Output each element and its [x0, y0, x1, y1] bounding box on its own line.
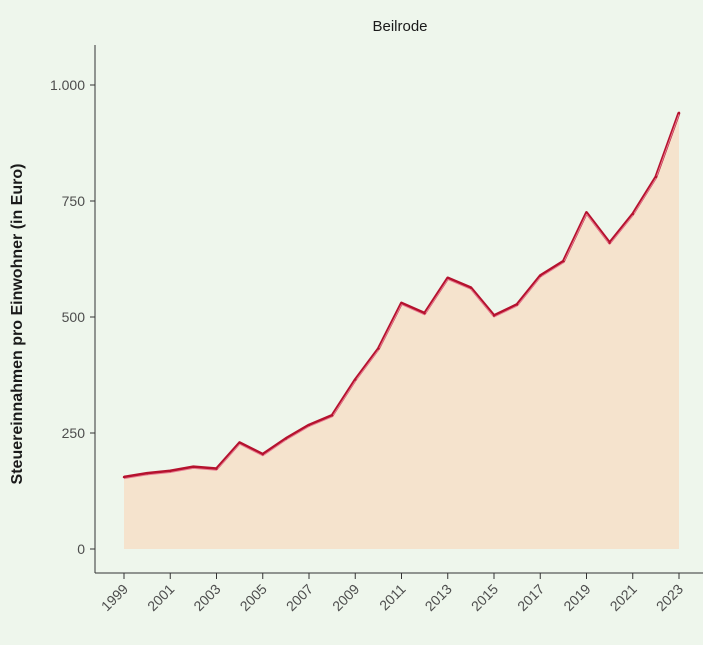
data-point-2014: [469, 286, 473, 289]
y-tick-label-750: 750: [62, 193, 86, 209]
data-point-2022: [654, 175, 658, 179]
data-point-2018: [562, 260, 565, 263]
data-point-2008: [330, 414, 334, 417]
x-tick-label-2011: 2011: [376, 581, 409, 614]
data-point-2011: [400, 301, 403, 305]
x-tick-label-2005: 2005: [237, 581, 270, 614]
x-tick-label-2015: 2015: [468, 581, 501, 614]
data-point-2009: [354, 378, 357, 381]
data-point-2012: [423, 312, 426, 315]
x-tick-label-2003: 2003: [190, 581, 223, 614]
data-point-2000: [145, 472, 149, 475]
data-point-2010: [377, 347, 380, 350]
y-tick-label-0: 0: [77, 541, 85, 557]
x-tick-label-1999: 1999: [98, 581, 131, 614]
x-tick-label-2021: 2021: [607, 581, 640, 614]
series-line-highlight: [123, 114, 680, 480]
x-tick-label-2007: 2007: [283, 581, 316, 614]
data-point-2016: [515, 303, 519, 306]
data-point-2001: [169, 469, 172, 473]
data-point-2007: [307, 423, 311, 427]
x-tick-label-2001: 2001: [144, 581, 177, 614]
y-axis-label: Steuereinnahmen pro Einwohner (in Euro): [9, 164, 26, 485]
chart-title: Beilrode: [372, 18, 427, 35]
data-point-2015: [492, 314, 496, 317]
x-tick-label-2009: 2009: [329, 581, 362, 614]
y-tick-label-1000: 1.000: [50, 77, 85, 93]
data-point-2013: [446, 276, 449, 280]
data-point-2004: [238, 441, 241, 444]
data-point-2019: [585, 211, 588, 214]
plot-area: 0 250 500 750 1.000 1999 2001 2003 2005 2007 2009 2…: [50, 45, 703, 614]
data-point-2006: [284, 437, 288, 440]
data-point-2017: [539, 274, 542, 277]
data-point-2021: [631, 212, 634, 216]
data-point-2020: [608, 241, 611, 244]
data-point-2023: [677, 111, 681, 115]
y-tick-label-500: 500: [62, 309, 86, 325]
x-tick-label-2023: 2023: [653, 581, 686, 614]
data-point-1999: [122, 475, 126, 479]
data-point-2002: [192, 465, 195, 469]
x-tick-label-2019: 2019: [560, 581, 593, 614]
data-point-2003: [215, 467, 218, 470]
y-tick-label-250: 250: [62, 425, 86, 441]
series-area: [124, 112, 679, 550]
data-point-2005: [261, 453, 264, 456]
x-tick-label-2013: 2013: [422, 581, 455, 614]
x-tick-label-2017: 2017: [514, 581, 547, 614]
